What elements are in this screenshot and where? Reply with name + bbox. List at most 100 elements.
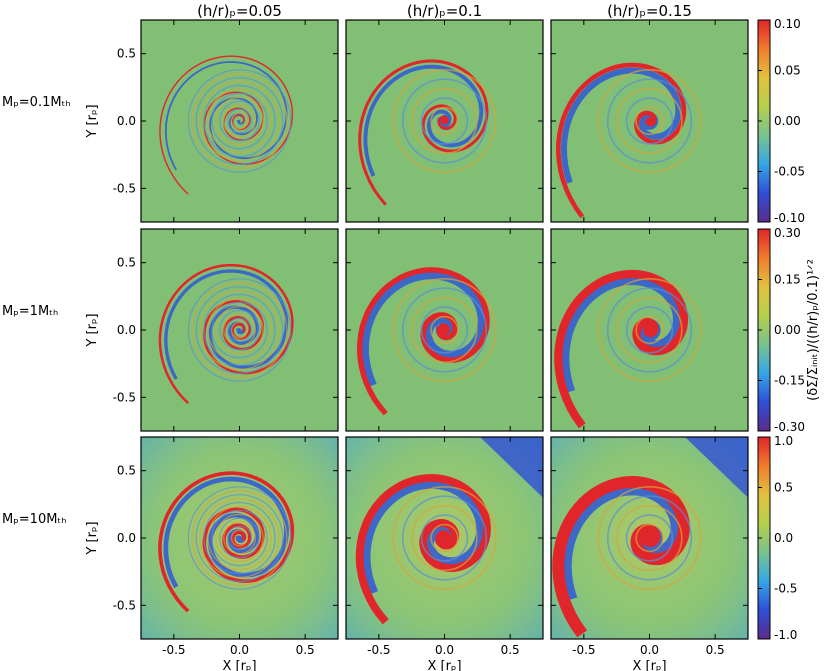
inner-ring: [430, 523, 459, 553]
inner-ring: [219, 100, 260, 142]
inner-ring: [219, 517, 260, 559]
x-tick-label: -0.5: [367, 643, 390, 657]
row-title: Mₚ=10Mₜₕ: [2, 512, 67, 527]
inner-ring: [227, 108, 252, 134]
colorbar-tick-label: -0.30: [774, 420, 805, 434]
inner-ring: [635, 315, 664, 345]
inner-ring: [401, 287, 488, 373]
inner-ring: [420, 514, 469, 562]
panel-1-1: [346, 229, 543, 431]
colorbar-tick-label: 0.5: [774, 481, 793, 495]
colorbar-tick-label: -1.0: [774, 628, 797, 642]
inner-ring: [430, 106, 459, 136]
inner-ring: [392, 277, 497, 382]
inner-ring: [231, 112, 249, 130]
inner-ring: [199, 498, 280, 579]
inner-ring: [211, 92, 268, 150]
inner-ring: [187, 486, 292, 590]
inner-ring: [199, 290, 280, 371]
row-title: Mₚ=1Mₜₕ: [2, 304, 58, 319]
inner-ring: [215, 513, 264, 563]
panel-2-2: [551, 437, 748, 639]
panel-1-2: [551, 229, 748, 431]
inner-ring: [223, 521, 256, 555]
x-tick-label: -0.5: [572, 643, 595, 657]
inner-ring: [616, 504, 683, 572]
inner-ring: [625, 514, 674, 562]
corner-void: [479, 437, 543, 498]
colorbar-tick-label: -0.05: [774, 165, 805, 179]
inner-ring: [195, 286, 284, 374]
inner-ring: [616, 296, 683, 364]
inner-ring: [392, 485, 497, 590]
inner-ring: [203, 293, 276, 367]
inner-ring: [195, 77, 284, 165]
inner-ring: [199, 80, 280, 162]
inner-ring: [227, 525, 252, 551]
inner-ring: [207, 297, 272, 363]
inner-ring: [606, 78, 693, 164]
colorbar-tick-label: 0.10: [774, 17, 801, 31]
inner-ring: [187, 69, 292, 173]
inner-ring: [606, 495, 693, 581]
inner-ring: [635, 106, 664, 136]
inner-ring: [597, 69, 702, 174]
x-tick-label: -0.5: [162, 643, 185, 657]
x-axis-label: X [rₚ]: [632, 659, 666, 671]
y-axis-label: Y [rₚ]: [85, 521, 100, 555]
y-tick-label: -0.5: [113, 181, 136, 195]
overdensity-arm: [554, 269, 689, 429]
panel-0-2: [551, 20, 748, 222]
y-tick-label: 0.0: [117, 323, 136, 337]
inner-ring: [625, 306, 674, 354]
inner-ring: [411, 296, 478, 364]
inner-ring: [203, 501, 276, 575]
inner-ring: [231, 321, 249, 339]
inner-ring: [223, 313, 256, 347]
panel-0-0: [141, 20, 338, 222]
inner-ring: [411, 87, 478, 155]
y-tick-label: 0.5: [117, 256, 136, 270]
inner-ring: [211, 509, 268, 567]
inner-ring: [219, 309, 260, 351]
colorbar-tick-label: 0.15: [774, 273, 801, 287]
row-title: Mₚ=0.1Mₜₕ: [2, 95, 71, 110]
panel-grid: [140, 19, 749, 640]
overdensity-arm: [552, 475, 690, 638]
y-tick-label: 0.0: [117, 114, 136, 128]
colorbar-tick-label: 0.00: [774, 323, 801, 337]
inner-ring: [420, 306, 469, 354]
inner-ring: [231, 529, 249, 547]
colorbar-tick-label: 0.05: [774, 64, 801, 78]
panel-2-1: [346, 437, 543, 639]
y-tick-label: 0.5: [117, 464, 136, 478]
x-tick-label: 0.0: [640, 643, 659, 657]
inner-ring: [211, 301, 268, 359]
y-tick-label: -0.5: [113, 598, 136, 612]
inner-ring: [606, 287, 693, 373]
inner-ring: [401, 495, 488, 581]
colorbar-label: (δΣ/Σᵢₙᵢₜ)/((h/r)ₚ/0.1)¹ᐟ²: [806, 259, 821, 401]
inner-ring: [215, 96, 264, 146]
x-tick-label: 0.5: [296, 643, 315, 657]
inner-ring: [227, 317, 252, 343]
inner-ring: [195, 494, 284, 582]
inner-ring: [411, 504, 478, 572]
x-axis-label: X [rₚ]: [222, 659, 256, 671]
y-tick-label: 0.0: [117, 531, 136, 545]
column-title: (h/r)ₚ=0.1: [407, 2, 482, 20]
y-axis-label: Y [rₚ]: [85, 313, 100, 347]
inner-ring: [203, 84, 276, 158]
overdensity-arm: [355, 474, 491, 625]
colorbars: [757, 19, 771, 640]
colorbar-tick-label: 0.00: [774, 114, 801, 128]
inner-ring: [223, 104, 256, 138]
overdensity-arm: [358, 59, 489, 206]
panel-2-0: [141, 437, 338, 639]
x-tick-label: 0.0: [230, 643, 249, 657]
column-title: (h/r)ₚ=0.05: [197, 2, 282, 20]
colorbar-tick-label: -0.10: [774, 211, 805, 225]
panel-1-0: [141, 229, 338, 431]
